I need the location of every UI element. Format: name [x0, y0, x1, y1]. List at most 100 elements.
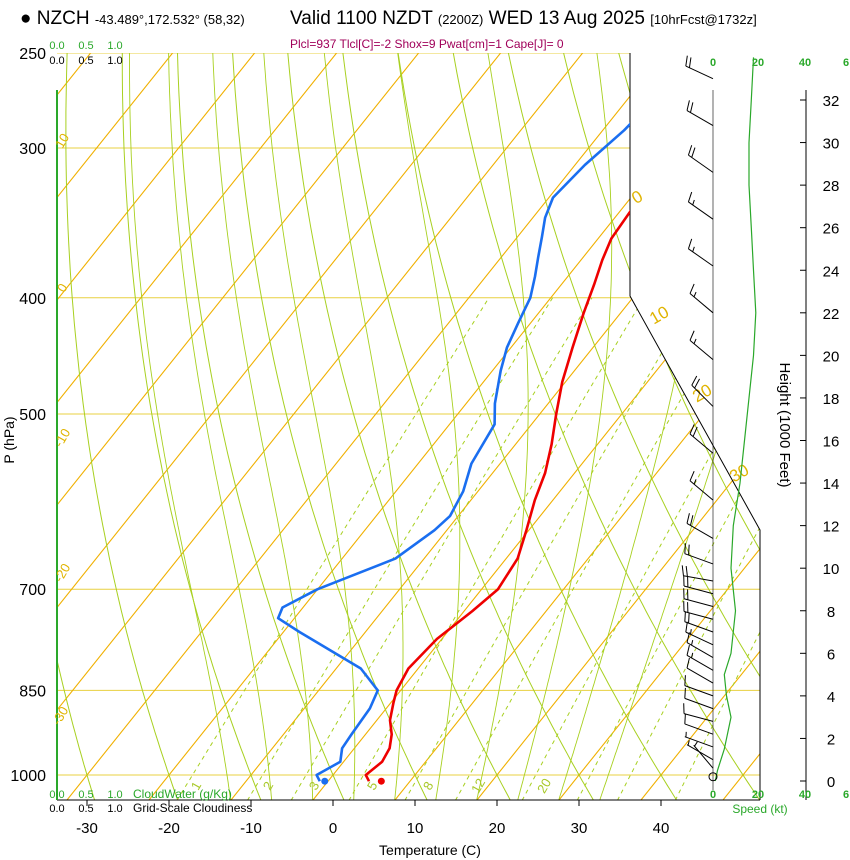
barb-feather	[686, 100, 690, 111]
isotherm-line	[558, 53, 760, 800]
moist-adiabat-line	[323, 53, 404, 800]
mixing-ratio-label: 12	[468, 776, 488, 796]
wind-barb	[684, 611, 714, 633]
barb-feather	[684, 687, 686, 699]
barb-feather	[685, 621, 688, 633]
wind-barb	[686, 513, 714, 539]
valid-time: Valid 1100 NZDT	[290, 8, 433, 29]
wind-barb	[689, 330, 714, 361]
pressure-tick-label: 300	[19, 141, 46, 158]
barb-feather	[684, 675, 686, 686]
wind-barb	[687, 238, 714, 267]
barb-half-feather	[693, 338, 697, 344]
isotherm-label: 30	[726, 460, 752, 486]
speed-top-label: 0	[710, 57, 716, 69]
height-tick-label: 26	[823, 221, 840, 238]
barb-staff	[688, 201, 714, 220]
dry-adiabat-line	[449, 53, 760, 800]
mixing-ratio-line	[246, 297, 554, 800]
wind-barb	[693, 741, 714, 769]
pressure-tick-label: 1000	[10, 768, 46, 785]
barb-staff	[693, 744, 714, 769]
height-tick-label: 22	[823, 306, 840, 323]
station-header: ● NZCH -43.489°,172.532° (58,32)	[20, 8, 245, 30]
isotherm-label: -10	[51, 426, 73, 450]
dry-adiabat-line	[394, 53, 678, 800]
speed-bottom-label: 0	[710, 789, 716, 801]
y-axis-label: P (hPa)	[1, 416, 17, 463]
dry-adiabat-line	[176, 53, 345, 800]
wind-barb	[681, 565, 714, 582]
barb-half-feather	[687, 740, 690, 746]
barb-feather	[685, 566, 688, 577]
temperature-line	[364, 82, 732, 782]
wind-barb	[686, 632, 714, 659]
speed-bottom-label: 20	[752, 789, 764, 801]
x-tick-label: -10	[240, 820, 262, 837]
wind-barb	[686, 740, 714, 761]
dry-adiabat-line	[231, 53, 428, 800]
wind-barb	[687, 145, 714, 173]
barb-half-feather	[690, 629, 692, 635]
barb-feather	[681, 565, 684, 576]
isotherm-line	[66, 53, 683, 800]
mixing-ratio-label: 2	[260, 779, 277, 793]
isotherm-line	[230, 53, 760, 800]
barb-staff	[685, 65, 714, 80]
height-tick-label: 6	[827, 646, 835, 663]
height-tick-label: 12	[823, 519, 840, 536]
wind-barb	[683, 588, 714, 607]
barb-half-feather	[691, 639, 694, 646]
barb-feather	[687, 145, 693, 156]
moist-adiabat-line	[212, 53, 314, 800]
moist-adiabat-line	[397, 53, 461, 800]
wind-barb	[689, 283, 714, 314]
barb-feather	[686, 645, 690, 656]
pressure-tick-label: 400	[19, 291, 46, 308]
barb-feather	[689, 102, 694, 113]
barb-feather	[684, 543, 686, 554]
station-dot-icon: ●	[20, 8, 32, 29]
barb-feather	[688, 544, 690, 556]
isotherm-label: -20	[51, 561, 73, 585]
isotherm-line	[476, 53, 760, 800]
isotherm-line	[57, 53, 191, 800]
wind-barb	[691, 375, 714, 407]
mixing-ratio-line	[176, 297, 490, 800]
height-tick-label: 24	[823, 263, 840, 280]
pressure-tick-label: 850	[19, 683, 46, 700]
barb-feather	[688, 612, 690, 624]
barb-half-feather	[694, 741, 698, 747]
mixing-ratio-line	[404, 297, 695, 800]
cloud-water-label: CloudWater (g/Kg)	[133, 787, 232, 801]
barb-staff	[684, 621, 714, 633]
height-tick-label: 14	[823, 476, 840, 493]
speed-top-label: 6	[843, 57, 849, 69]
barb-feather	[689, 471, 695, 482]
wind-barb	[683, 601, 714, 620]
forecast-info: [10hrFcst@1732z]	[650, 12, 757, 27]
barb-half-feather	[693, 291, 697, 298]
barb-feather	[687, 238, 693, 249]
zulu-time: (2200Z)	[437, 12, 484, 27]
moist-adiabat-line	[263, 53, 356, 800]
cloudiness-bottom-label: 0.5	[78, 803, 93, 815]
x-tick-label: 40	[653, 820, 670, 837]
barb-staff	[683, 585, 714, 595]
cloud-water-bottom-label: 1.0	[107, 789, 122, 801]
height-tick-label: 16	[823, 434, 840, 451]
barb-half-feather	[691, 652, 694, 659]
height-tick-label: 32	[823, 93, 840, 110]
barb-staff	[684, 697, 714, 710]
wind-barb	[686, 657, 714, 684]
speed-bottom-label: 40	[799, 789, 811, 801]
isotherm-label: 10	[646, 302, 672, 328]
dry-adiabat-line	[612, 53, 760, 800]
isotherm-line	[57, 53, 601, 800]
height-tick-label: 4	[827, 689, 835, 706]
chart-frame	[56, 53, 761, 801]
height-tick-label: 28	[823, 178, 840, 195]
barb-staff	[683, 598, 714, 607]
plot-right-edge	[629, 53, 761, 800]
